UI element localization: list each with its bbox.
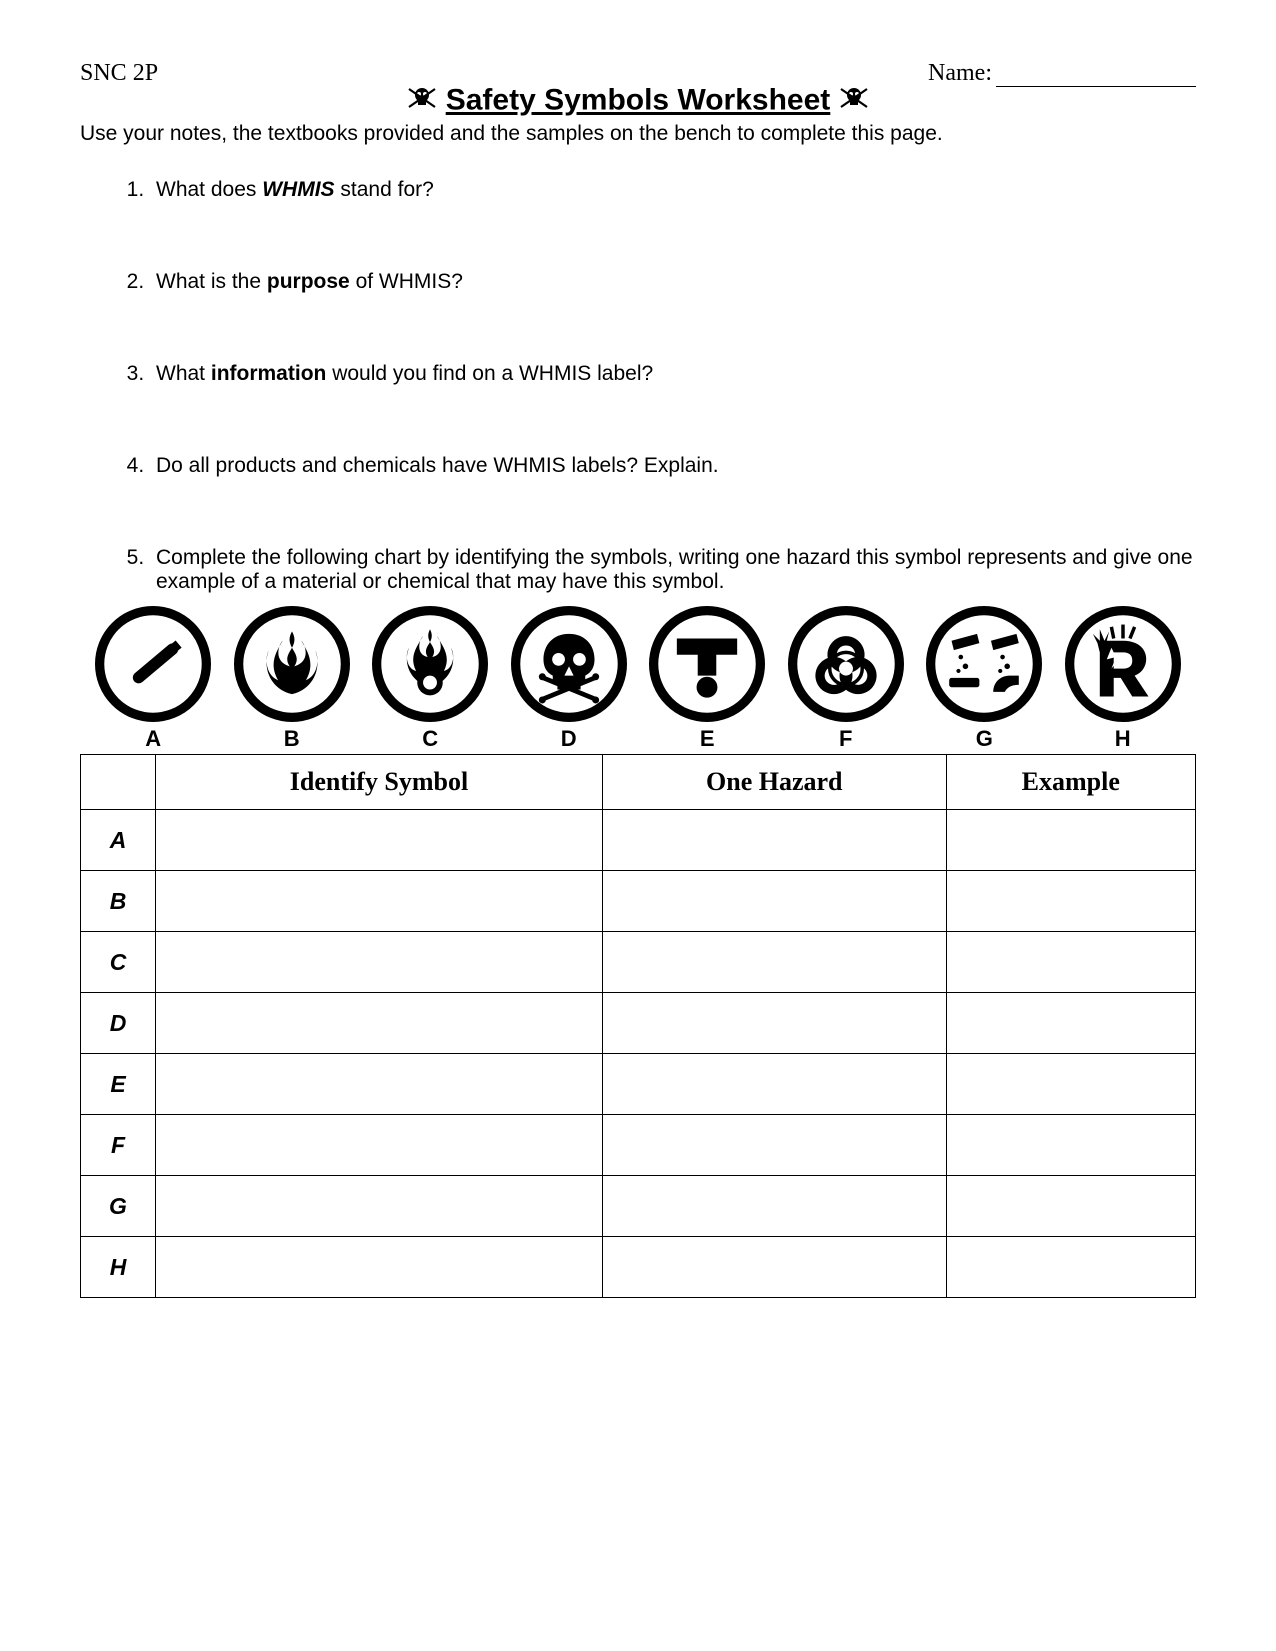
blank-cell [946,871,1195,932]
blank-cell [946,810,1195,871]
name-label: Name: [928,60,992,86]
symbol-c: C [361,606,500,752]
question-2: What is the purpose of WHMIS? [150,270,1196,294]
symbol-label: C [361,726,500,752]
blank-cell [602,993,946,1054]
symbol-label: A [84,726,223,752]
reactive-icon [1065,606,1181,722]
table-row: B [81,871,1196,932]
row-label: D [81,993,156,1054]
symbol-label: B [223,726,362,752]
name-blank-line [996,86,1196,87]
blank-cell [156,932,603,993]
blank-cell [946,993,1195,1054]
blank-cell [946,1054,1195,1115]
symbol-label: G [915,726,1054,752]
symbol-label: F [777,726,916,752]
symbol-g: G [915,606,1054,752]
blank-cell [602,932,946,993]
blank-cell [156,1237,603,1298]
symbol-d: D [500,606,639,752]
symbol-label: H [1054,726,1193,752]
blank-cell [946,1237,1195,1298]
blank-cell [602,871,946,932]
oxidizing-icon [372,606,488,722]
question-4: Do all products and chemicals have WHMIS… [150,454,1196,478]
table-row: C [81,932,1196,993]
blank-cell [156,1176,603,1237]
row-label: G [81,1176,156,1237]
question-1: What does WHMIS stand for? [150,178,1196,202]
biohazard-icon [788,606,904,722]
blank-cell [946,1115,1195,1176]
blank-cell [602,1237,946,1298]
blank-cell [156,1054,603,1115]
table-row: A [81,810,1196,871]
page-title: Safety Symbols Worksheet [446,84,831,117]
table-row: E [81,1054,1196,1115]
symbol-a: A [84,606,223,752]
table-header-blank [81,755,156,810]
symbol-h: H [1054,606,1193,752]
blank-cell [602,1054,946,1115]
table-header-hazard: One Hazard [602,755,946,810]
question-list: What does WHMIS stand for? What is the p… [80,178,1196,594]
question-5: Complete the following chart by identify… [150,546,1196,594]
instruction-text: Use your notes, the textbooks provided a… [80,122,1196,146]
row-label: F [81,1115,156,1176]
skull-icon [405,83,439,118]
symbol-label: E [638,726,777,752]
table-row: H [81,1237,1196,1298]
blank-cell [156,810,603,871]
symbol-row: A B C [80,606,1196,752]
name-field: Name: [928,60,1196,87]
question-3: What information would you find on a WHM… [150,362,1196,386]
corrosive-icon [926,606,1042,722]
blank-cell [946,1176,1195,1237]
table-header-example: Example [946,755,1195,810]
toxic-t-icon [649,606,765,722]
table-header-row: Identify Symbol One Hazard Example [81,755,1196,810]
table-row: F [81,1115,1196,1176]
row-label: H [81,1237,156,1298]
blank-cell [602,1176,946,1237]
blank-cell [602,810,946,871]
skull-icon [837,83,871,118]
row-label: E [81,1054,156,1115]
row-label: C [81,932,156,993]
poison-skull-icon [511,606,627,722]
answer-table: Identify Symbol One Hazard Example ABCDE… [80,754,1196,1298]
symbol-label: D [500,726,639,752]
blank-cell [946,932,1195,993]
row-label: B [81,871,156,932]
blank-cell [156,871,603,932]
row-label: A [81,810,156,871]
flammable-icon [234,606,350,722]
table-header-identify: Identify Symbol [156,755,603,810]
compressed-gas-icon [95,606,211,722]
table-row: G [81,1176,1196,1237]
symbol-f: F [777,606,916,752]
symbol-b: B [223,606,362,752]
blank-cell [602,1115,946,1176]
title-row: Safety Symbols Worksheet [80,83,1196,118]
blank-cell [156,1115,603,1176]
symbol-e: E [638,606,777,752]
table-row: D [81,993,1196,1054]
blank-cell [156,993,603,1054]
